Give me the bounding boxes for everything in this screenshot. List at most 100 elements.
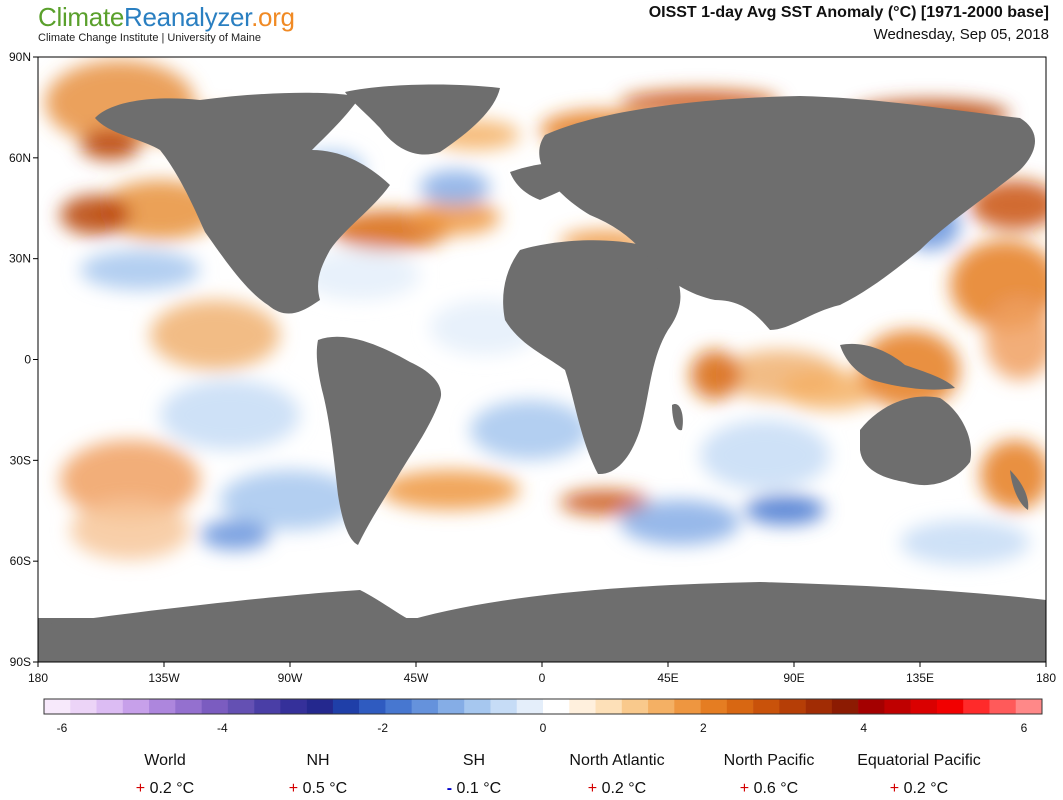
colorbar-swatch — [726, 699, 754, 714]
colorbar-swatch — [1015, 699, 1043, 714]
colorbar-tick-label: 2 — [700, 721, 707, 735]
colorbar-swatch — [359, 699, 386, 714]
stat-sh: SH - 0.1 °C — [399, 752, 549, 798]
colorbar-swatch — [648, 699, 675, 714]
anomaly-blob-8 — [220, 470, 360, 530]
logo-part-2: Reanalyzer — [124, 2, 252, 32]
map-date: Wednesday, Sep 05, 2018 — [873, 26, 1049, 43]
stat-sign: + — [587, 780, 598, 797]
anomaly-blob-28 — [980, 440, 1046, 510]
site-subtitle: Climate Change Institute | University of… — [38, 32, 261, 44]
anomaly-blob-3 — [150, 300, 280, 370]
north-america — [95, 92, 390, 314]
stat-north-pacific: North Pacific + 0.6 °C — [694, 752, 844, 798]
colorbar-swatch — [516, 699, 544, 714]
colorbar-swatch — [175, 699, 202, 714]
lat-tick-label: 60S — [10, 554, 31, 568]
anomaly-blob-27 — [900, 520, 1030, 565]
stat-nh: NH + 0.5 °C — [243, 752, 393, 798]
colorbar-swatch — [306, 699, 334, 714]
anomaly-blob-21 — [745, 495, 825, 525]
colorbar-swatch — [201, 699, 229, 714]
stat-north-atlantic: North Atlantic + 0.2 °C — [542, 752, 692, 798]
greenland — [345, 84, 500, 155]
colorbar-swatch — [122, 699, 150, 714]
lon-tick-label: 135W — [148, 671, 180, 685]
colorbar-swatch — [700, 699, 728, 714]
stat-number: 0.2 °C — [899, 780, 949, 797]
latitude-axis: 90N 60N 30N 0 30S 60S 90S — [9, 50, 38, 669]
stat-value: - 0.1 °C — [399, 780, 549, 798]
colorbar-tick-label: 6 — [1021, 721, 1028, 735]
maritime-southeast-asia — [840, 343, 955, 390]
anomaly-blob-26 — [985, 300, 1046, 380]
stat-region-label: Equatorial Pacific — [857, 752, 981, 769]
stat-value: + 0.2 °C — [90, 780, 240, 798]
stat-region-label: World — [144, 752, 186, 769]
colorbar-swatch — [464, 699, 491, 714]
colorbar-swatch — [831, 699, 859, 714]
colorbar-swatch — [490, 699, 518, 714]
colorbar-swatch — [753, 699, 780, 714]
lon-tick-label: 0 — [539, 671, 546, 685]
stat-sign: - — [446, 780, 453, 797]
land-layer — [38, 84, 1046, 662]
colorbar-swatch — [858, 699, 885, 714]
longitude-axis: 180 135W 90W 45W 0 45E 90E 135E 180 — [28, 662, 1056, 685]
colorbar-swatch — [280, 699, 307, 714]
colorbar-swatch — [595, 699, 623, 714]
stat-world: World + 0.2 °C — [90, 752, 240, 798]
logo-part-1: Climate — [38, 2, 125, 32]
anomaly-blob-7 — [160, 380, 300, 450]
anomaly-blob-6 — [70, 500, 190, 560]
colorbar-swatch — [805, 699, 833, 714]
lon-tick-label: 180 — [28, 671, 48, 685]
anomaly-blob-22 — [780, 370, 880, 410]
stat-value: + 0.5 °C — [243, 780, 393, 798]
colorbar-swatch — [227, 699, 255, 714]
colorbar-tick-label: -2 — [377, 721, 388, 735]
colorbar-swatch — [884, 699, 911, 714]
colorbar-swatch — [411, 699, 439, 714]
stat-region-label: North Pacific — [723, 752, 815, 769]
lat-tick-label: 30N — [9, 252, 31, 266]
site-logo[interactable]: ClimateReanalyzer.org — [38, 2, 295, 33]
colorbar-tick-label: 4 — [860, 721, 867, 735]
south-america — [316, 336, 442, 545]
colorbar-tick-label: 0 — [540, 721, 547, 735]
anomaly-blob-14 — [470, 400, 590, 460]
colorbar-swatch — [674, 699, 701, 714]
madagascar — [672, 404, 683, 431]
anomaly-blob-9 — [200, 520, 270, 550]
anomaly-blob-12 — [410, 200, 500, 235]
anomaly-blob-38 — [80, 130, 140, 160]
lat-tick-label: 30S — [10, 453, 31, 467]
anomaly-blob-10 — [300, 250, 420, 300]
stat-value: + 0.2 °C — [844, 780, 994, 798]
colorbar-tick-label: -6 — [57, 721, 68, 735]
stat-number: 0.6 °C — [749, 780, 799, 797]
stat-number: 0.2 °C — [145, 780, 195, 797]
logo-part-3: .org — [251, 2, 295, 32]
anomaly-blob-16 — [560, 490, 650, 515]
africa — [503, 240, 681, 475]
anomaly-blob-17 — [620, 500, 740, 545]
colorbar-swatch — [437, 699, 465, 714]
anomaly-blob-15 — [380, 470, 520, 510]
antarctica-coast — [38, 582, 1046, 662]
map-title: OISST 1-day Avg SST Anomaly (°C) [1971-2… — [648, 4, 1049, 21]
lon-tick-label: 90W — [278, 671, 303, 685]
colorbar-swatch — [936, 699, 964, 714]
colorbar-frame — [43, 698, 1043, 715]
stat-value: + 0.2 °C — [542, 780, 692, 798]
stat-sign: + — [739, 780, 750, 797]
colorbar-swatch — [989, 699, 1017, 714]
stat-sign: + — [288, 780, 299, 797]
new-zealand — [1010, 470, 1029, 510]
lat-tick-label: 0 — [24, 353, 31, 367]
lat-tick-label: 60N — [9, 151, 31, 165]
anomaly-blob-5 — [60, 440, 200, 520]
lat-tick-label: 90N — [9, 50, 31, 64]
stat-region-label: North Atlantic — [569, 752, 665, 769]
australia — [860, 396, 972, 486]
